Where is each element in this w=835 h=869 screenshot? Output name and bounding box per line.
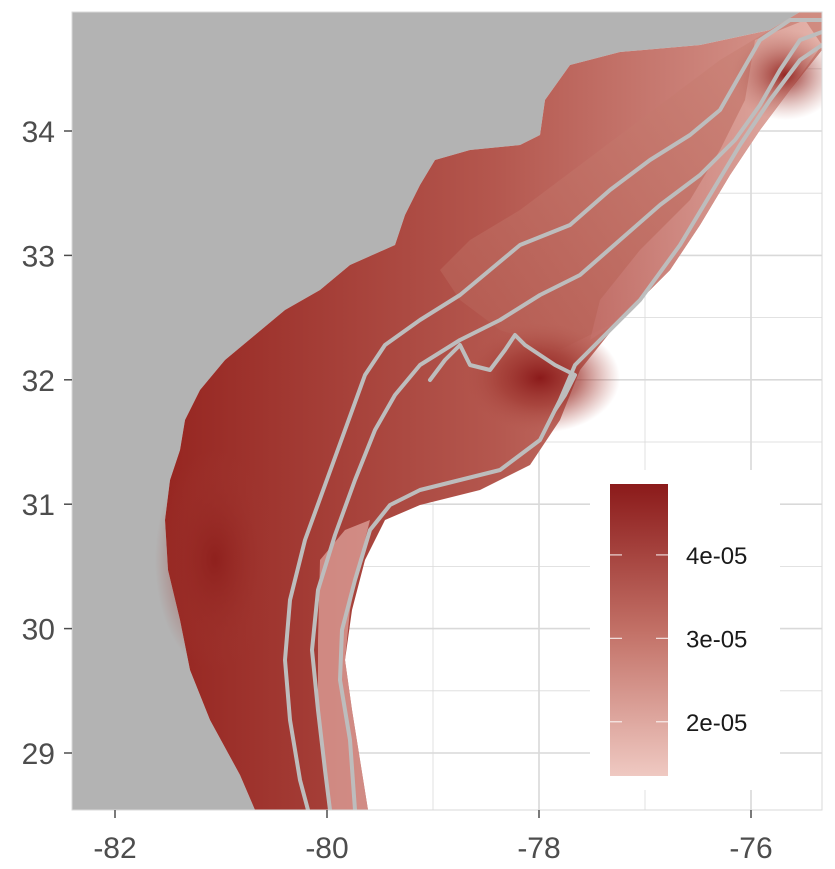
x-tick-label: -82 [93,832,136,865]
hotspot-charleston-bump [460,323,620,433]
contour-deep [338,43,822,810]
y-axis: 29 30 31 32 33 34 [22,116,72,771]
hotspot-northeast [730,30,822,120]
land-area [72,12,800,810]
legend-label: 2e-05 [686,710,747,737]
x-axis: -82 -80 -78 -76 [93,810,773,865]
legend: 4e-05 3e-05 2e-05 [590,470,780,790]
legend-label: 3e-05 [686,626,747,653]
x-tick-label: -76 [729,832,772,865]
panel-border [71,11,823,811]
y-tick-label: 32 [22,365,55,398]
contour-mid [310,30,822,810]
y-tick-label: 30 [22,614,55,647]
y-tick-label: 34 [22,116,55,149]
depth-contours [283,18,822,810]
southern-slope-field [318,520,370,810]
y-tick-label: 33 [22,240,55,273]
contour-shallow [283,18,822,810]
legend-label: 4e-05 [686,543,747,570]
y-tick-label: 31 [22,489,55,522]
contour-bump-outline [428,333,577,412]
hotspot-west [155,450,275,670]
x-tick-label: -80 [305,832,348,865]
x-tick-label: -78 [517,832,560,865]
y-tick-label: 29 [22,738,55,771]
legend-colorbar [610,484,668,776]
